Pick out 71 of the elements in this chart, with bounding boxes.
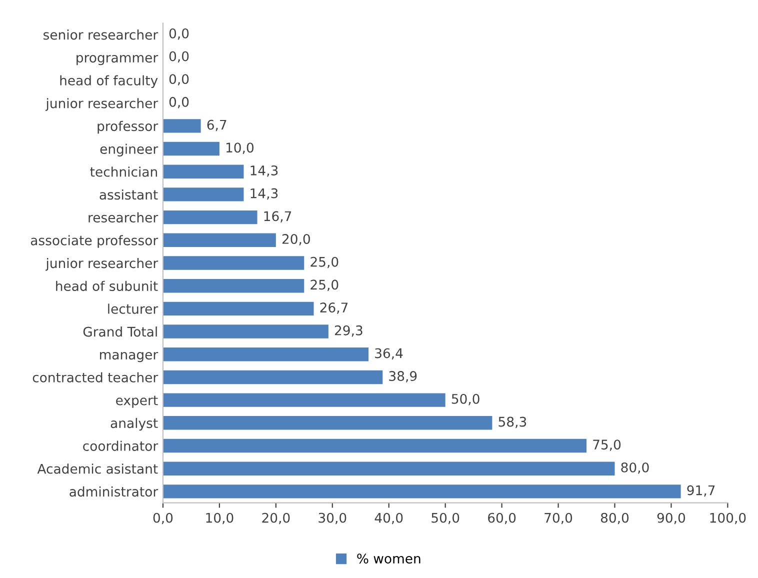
data-label: 0,0 xyxy=(169,96,189,108)
bar xyxy=(162,188,244,202)
data-label: 0,0 xyxy=(169,28,189,40)
data-label: 26,7 xyxy=(320,302,348,314)
y-tick-label: lecturer xyxy=(108,304,158,314)
y-tick-label: Academic asistant xyxy=(37,464,158,474)
y-tick-label: expert xyxy=(116,396,158,408)
y-tick-label: manager xyxy=(100,352,158,362)
y-tick-label: administrator xyxy=(70,486,158,497)
data-label: 14,3 xyxy=(250,165,278,177)
bar xyxy=(162,278,304,293)
x-tick-label: 40,0 xyxy=(374,512,403,524)
y-tick-label: programmer xyxy=(76,55,158,66)
data-label: 16,7 xyxy=(264,211,292,222)
y-tick-label: professor xyxy=(98,120,158,134)
x-tick-label: 100,0 xyxy=(710,512,746,524)
data-label: 58,3 xyxy=(498,416,526,428)
legend-label: % women xyxy=(357,554,420,564)
bar xyxy=(162,119,201,133)
bar xyxy=(162,256,304,270)
y-tick-label: junior researcher xyxy=(46,258,158,271)
x-tick-label: 50,0 xyxy=(432,512,460,524)
y-tick-label: associate professor xyxy=(30,235,158,248)
y-tick-label: head of faculty xyxy=(60,75,158,88)
data-label: 50,0 xyxy=(452,394,480,406)
x-tick-label: 0,0 xyxy=(153,512,173,524)
x-tick-label: 10,0 xyxy=(206,512,234,524)
data-label: 91,7 xyxy=(687,485,715,497)
bar xyxy=(162,210,258,224)
x-tick-label: 30,0 xyxy=(318,512,346,524)
y-tick-label: technician xyxy=(90,166,157,177)
bar xyxy=(162,484,681,498)
data-label: 25,0 xyxy=(310,256,338,268)
y-tick-label: Grand Total xyxy=(83,326,157,337)
y-tick-label: assistant xyxy=(100,189,158,200)
bar xyxy=(162,416,492,430)
data-label: 20,0 xyxy=(282,234,310,246)
bar xyxy=(162,302,314,316)
y-tick-label: junior researcher xyxy=(46,98,158,111)
data-label: 6,7 xyxy=(207,120,226,132)
bar xyxy=(162,324,328,338)
bar xyxy=(162,370,383,384)
bar xyxy=(162,438,586,453)
y-tick-label: researcher xyxy=(88,212,158,222)
y-tick-label: coordinator xyxy=(83,440,158,451)
bar xyxy=(162,462,615,476)
y-tick-label: engineer xyxy=(100,144,158,157)
x-tick-label: 90,0 xyxy=(657,512,686,524)
bar xyxy=(162,164,244,178)
data-label: 10,0 xyxy=(226,142,254,154)
bar xyxy=(162,233,276,247)
x-tick-label: 70,0 xyxy=(544,512,572,524)
data-label: 14,3 xyxy=(250,188,278,200)
y-tick-label: head of subunit xyxy=(56,280,158,292)
x-tick-label: 20,0 xyxy=(262,512,290,524)
data-label: 36,4 xyxy=(375,348,403,360)
y-tick-label: analyst xyxy=(110,418,158,431)
data-label: 80,0 xyxy=(621,462,649,474)
y-tick-label: senior researcher xyxy=(44,30,158,40)
data-label: 0,0 xyxy=(169,74,189,86)
x-tick-label: 60,0 xyxy=(488,512,516,524)
data-label: 29,3 xyxy=(334,325,362,337)
bar xyxy=(162,348,369,362)
x-tick-label: 80,0 xyxy=(600,512,629,524)
data-label: 75,0 xyxy=(593,440,621,451)
y-tick-label: contracted teacher xyxy=(32,372,158,382)
data-label: 38,9 xyxy=(389,371,417,382)
data-label: 25,0 xyxy=(310,280,338,292)
bar xyxy=(162,142,220,156)
bar xyxy=(162,393,446,407)
data-label: 0,0 xyxy=(169,51,189,63)
